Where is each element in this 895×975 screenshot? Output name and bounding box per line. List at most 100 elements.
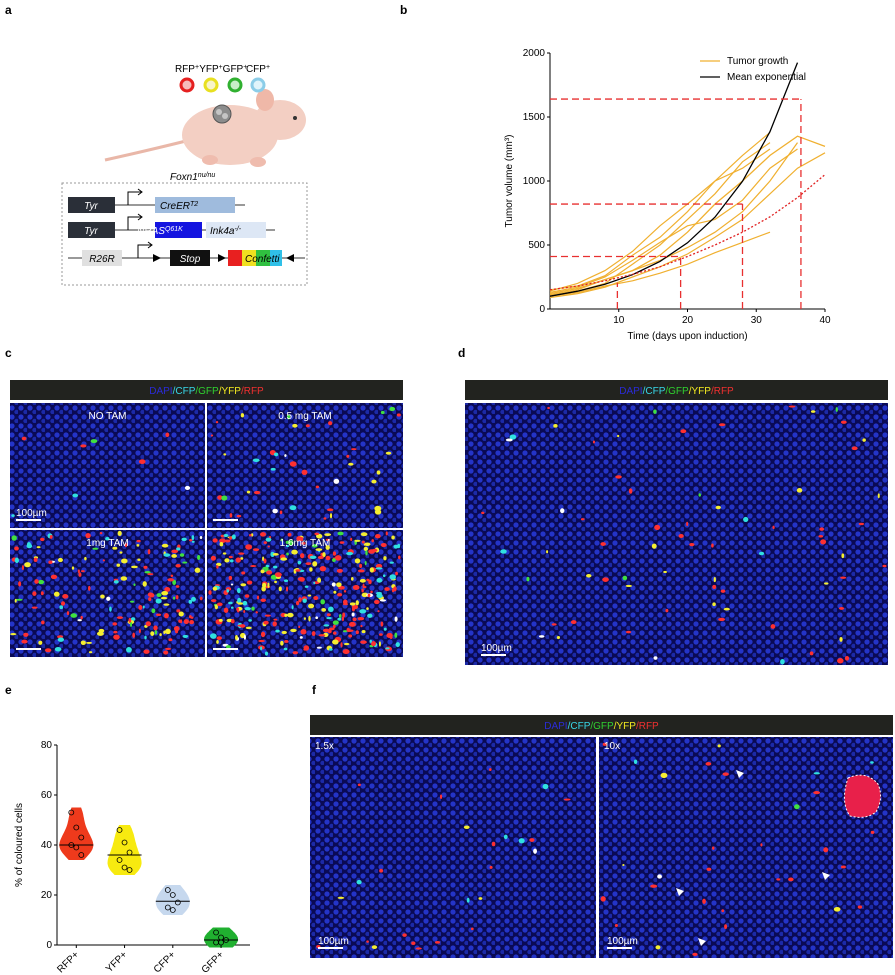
- labelled-cell: [96, 631, 104, 636]
- labelled-cell: [181, 537, 187, 542]
- labelled-cell: [342, 612, 346, 618]
- violin: [59, 807, 94, 860]
- labelled-cell: [175, 595, 179, 600]
- labelled-cell: [328, 421, 333, 426]
- labelled-cell: [332, 639, 339, 645]
- label-text: GFP: [223, 64, 244, 75]
- labelled-cell: [616, 434, 620, 438]
- legend-label: Tumor growth: [727, 56, 788, 67]
- labelled-cell: [326, 616, 332, 620]
- labelled-cell: [10, 633, 17, 636]
- x-tick-label: 10: [613, 315, 625, 326]
- shape: [202, 155, 218, 165]
- labelled-cell: [129, 600, 135, 603]
- labelled-cell: [374, 505, 382, 512]
- labelled-cell: [361, 629, 366, 634]
- shape: [256, 250, 270, 266]
- data-point: [121, 864, 128, 871]
- labelled-cell: [360, 532, 368, 537]
- labelled-cell: [547, 406, 550, 410]
- labelled-cell: [219, 542, 224, 547]
- labelled-cell: [839, 636, 843, 642]
- labelled-cell: [375, 563, 383, 569]
- labelled-cell: [31, 606, 38, 609]
- image-label: 1mg TAM: [86, 538, 128, 549]
- labelled-cell: [262, 566, 269, 571]
- labelled-cell: [142, 581, 147, 587]
- labelled-cell: [332, 551, 337, 556]
- labelled-cell: [370, 590, 373, 594]
- labelled-cell: [143, 565, 148, 569]
- labelled-cell: [308, 615, 311, 622]
- labelled-cell: [120, 576, 128, 581]
- labelled-cell: [71, 566, 75, 570]
- labelled-cell: [663, 570, 667, 573]
- labelled-cell: [284, 613, 288, 618]
- labelled-cell: [323, 517, 327, 520]
- labelled-cell: [251, 606, 255, 611]
- labelled-cell: [371, 479, 377, 484]
- micrograph: [10, 530, 205, 657]
- labelled-cell: [466, 897, 470, 903]
- labelled-cell: [379, 633, 383, 636]
- labelled-cell: [218, 618, 223, 622]
- y-tick-label: 2000: [523, 48, 546, 59]
- labelled-cell: [161, 543, 169, 548]
- x-tick-label: 20: [682, 315, 694, 326]
- labelled-cell: [857, 905, 863, 909]
- data-point: [164, 887, 171, 893]
- labelled-cell: [57, 557, 63, 563]
- labelled-cell: [348, 462, 354, 466]
- labelled-cell: [380, 410, 385, 415]
- labelled-cell: [711, 846, 715, 850]
- channel-name: DAPI: [619, 386, 642, 397]
- shape: [137, 213, 143, 221]
- labelled-cell: [183, 619, 189, 625]
- labelled-cell: [219, 538, 226, 544]
- labelled-cell: [439, 794, 443, 799]
- labelled-cell: [302, 598, 307, 603]
- labelled-cell: [223, 453, 227, 456]
- labelled-cell: [772, 525, 775, 530]
- labelled-cell: [182, 561, 188, 564]
- labelled-cell: [653, 656, 658, 660]
- labelled-cell: [287, 532, 292, 537]
- labelled-cell: [171, 554, 177, 558]
- labelled-cell: [284, 454, 287, 457]
- labelled-cell: [317, 555, 324, 560]
- labelled-cell: [698, 493, 701, 497]
- labelled-cell: [303, 648, 308, 651]
- labelled-cell: [266, 570, 273, 575]
- labelled-cell: [173, 626, 180, 632]
- labelled-cell: [503, 834, 508, 840]
- labelled-cell: [163, 603, 170, 606]
- labelled-cell: [11, 514, 15, 517]
- labelled-cell: [48, 560, 53, 565]
- labelled-cell: [296, 536, 302, 542]
- labelled-cell: [188, 614, 192, 619]
- labelled-cell: [267, 582, 270, 588]
- labelled-cell: [274, 580, 277, 584]
- labelled-cell: [780, 658, 785, 665]
- labelled-cell: [657, 874, 662, 879]
- labelled-cell: [326, 613, 331, 617]
- labelled-cell: [126, 647, 132, 653]
- labelled-cell: [463, 825, 470, 829]
- labelled-cell: [112, 622, 118, 626]
- labelled-cell: [375, 567, 383, 570]
- labelled-cell: [230, 619, 235, 624]
- labelled-cell: [533, 848, 537, 854]
- labelled-cell: [246, 580, 253, 585]
- labelled-cell: [303, 617, 306, 620]
- labelled-cell: [686, 521, 689, 527]
- labelled-cell: [396, 413, 401, 417]
- labelled-cell: [265, 564, 270, 568]
- shape: [256, 89, 274, 111]
- labelled-cell: [272, 508, 278, 514]
- labelled-cell: [216, 602, 223, 607]
- labelled-cell: [212, 538, 218, 543]
- labelled-cell: [217, 495, 223, 500]
- labelled-cell: [143, 649, 150, 654]
- labelled-cell: [366, 940, 369, 943]
- labelled-cell: [389, 574, 397, 580]
